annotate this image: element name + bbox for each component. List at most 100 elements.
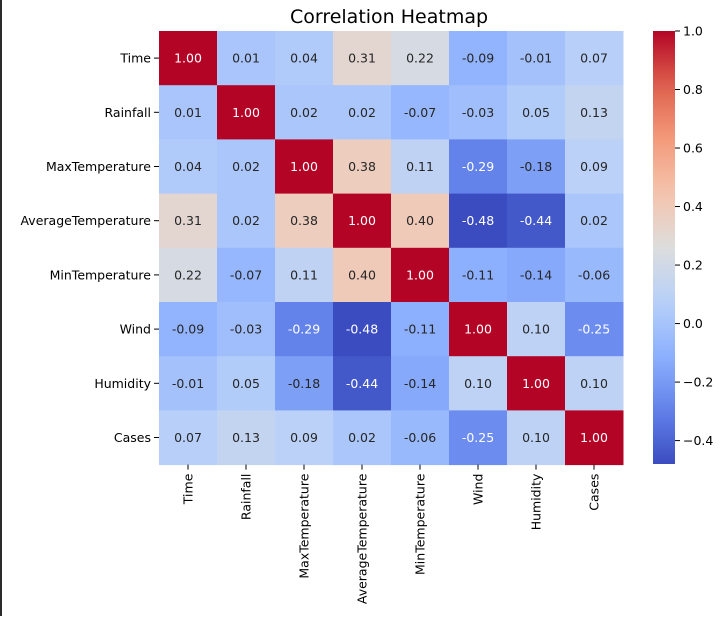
heatmap-cell: [333, 85, 392, 140]
column-tick-labels: Time Rainfall MaxTemperature AverageTempera…: [181, 464, 602, 604]
heatmap-cell-value: 0.09: [580, 159, 608, 174]
colorbar: 1.0 0.8 0.6 0.4 0.2 0.0 −0.2 −0.4: [653, 24, 713, 464]
column-tick-label: Time: [181, 473, 196, 505]
heatmap-cell: [449, 247, 508, 303]
colorbar-tick-label: 0.0: [683, 316, 703, 331]
heatmap-cell-value: -0.07: [404, 105, 436, 120]
heatmap-cell-value: -0.29: [288, 322, 320, 337]
heatmap-cell: [449, 31, 508, 86]
heatmap-cell-value: -0.06: [404, 430, 436, 445]
heatmap-cell-value: 1.00: [348, 213, 376, 228]
heatmap-cell: [217, 85, 276, 140]
heatmap-cell: [449, 85, 508, 140]
colorbar-tick-label: 0.8: [683, 82, 703, 97]
heatmap-cell-value: 0.31: [174, 213, 202, 228]
heatmap-cell-value: 0.02: [290, 105, 318, 120]
heatmap-cell-value: -0.01: [520, 51, 552, 66]
heatmap-cell-value: 0.09: [290, 430, 318, 445]
heatmap-cell-value: 0.02: [348, 105, 376, 120]
heatmap-cell: [333, 356, 392, 411]
heatmap-cell: [159, 85, 218, 140]
chart-title: Correlation Heatmap: [290, 6, 488, 28]
heatmap-cell-value: 1.00: [232, 105, 260, 120]
heatmap-cell-value: 0.07: [174, 430, 202, 445]
row-tick-label: Time: [119, 51, 151, 66]
row-tick-label: MaxTemperature: [46, 159, 151, 174]
heatmap-cell: [333, 302, 392, 357]
heatmap-cell: [333, 410, 392, 466]
heatmap-cell-value: 0.04: [174, 159, 202, 174]
heatmap-cell: [159, 247, 218, 303]
heatmap-cell: [275, 356, 334, 411]
heatmap-cell: [449, 139, 508, 195]
heatmap-cell-value: 0.02: [348, 430, 376, 445]
heatmap-cell-value: 0.02: [232, 213, 260, 228]
heatmap-cell-value: -0.48: [462, 213, 494, 228]
heatmap-cell-value: -0.09: [172, 322, 204, 337]
colorbar-tick-label: 0.6: [683, 141, 703, 156]
heatmap-cell-value: -0.07: [230, 267, 262, 282]
heatmap-cell-value: 0.02: [580, 213, 608, 228]
heatmap-cell-labels: 1.00 0.01 0.04 0.31 0.22 -0.09 -0.01 0.07 0.01 1.…: [172, 51, 610, 445]
heatmap-cell: [217, 247, 276, 303]
heatmap-cell: [507, 410, 566, 466]
heatmap-cell: [333, 139, 392, 195]
heatmap-cell: [449, 410, 508, 466]
heatmap-cell: [565, 410, 624, 466]
column-tick-label: Wind: [471, 474, 486, 505]
heatmap-cell: [565, 302, 624, 357]
heatmap-cell-value: 0.10: [522, 322, 550, 337]
heatmap-cell: [159, 302, 218, 357]
heatmap-cell-value: -0.18: [520, 159, 552, 174]
heatmap-cell: [159, 410, 218, 466]
heatmap-cell-value: 0.01: [174, 105, 202, 120]
heatmap-cell: [217, 356, 276, 411]
heatmap-cell-value: 1.00: [580, 430, 608, 445]
heatmap-cell-value: -0.11: [462, 267, 494, 282]
heatmap-cell: [275, 302, 334, 357]
heatmap-cell-value: 0.31: [348, 51, 376, 66]
heatmap-cell-value: 0.05: [522, 105, 550, 120]
heatmap-cell-value: 0.38: [348, 159, 376, 174]
heatmap-cell: [507, 247, 566, 303]
heatmap-cell: [217, 31, 276, 86]
heatmap-cell-value: 0.01: [232, 51, 260, 66]
heatmap-cell: [275, 31, 334, 86]
heatmap-cell-value: 0.40: [406, 213, 434, 228]
heatmap-cell-value: 1.00: [290, 159, 318, 174]
heatmap-cell-value: 0.10: [464, 376, 492, 391]
heatmap-cell-value: -0.11: [404, 322, 436, 337]
row-tick-label: Rainfall: [105, 105, 151, 120]
heatmap-cell: [391, 302, 450, 357]
heatmap-cell: [217, 139, 276, 195]
heatmap-cell-value: -0.09: [462, 51, 494, 66]
heatmap-cell-value: 1.00: [174, 51, 202, 66]
heatmap-cell-value: 0.40: [348, 267, 376, 282]
colorbar-tick-label: −0.4: [683, 433, 713, 448]
row-tick-label: MinTemperature: [50, 267, 152, 282]
heatmap-cell: [391, 356, 450, 411]
heatmap-cell-value: 0.10: [580, 376, 608, 391]
heatmap-cell: [275, 247, 334, 303]
heatmap-cell-value: 0.13: [232, 430, 260, 445]
heatmap-cell: [391, 193, 450, 249]
heatmap-cell-value: 0.02: [232, 159, 260, 174]
colorbar-tick-label: 0.2: [683, 258, 703, 273]
row-tick-label: AverageTemperature: [20, 213, 151, 228]
column-tick-label: MinTemperature: [413, 473, 428, 575]
heatmap-cell: [507, 356, 566, 411]
colorbar-tick-label: 0.4: [683, 199, 703, 214]
heatmap-cell: [391, 139, 450, 195]
heatmap-cell-value: 1.00: [464, 322, 492, 337]
row-tick-labels: Time Rainfall MaxTemperature AverageTempera…: [20, 51, 159, 445]
heatmap-cell: [449, 356, 508, 411]
heatmap-cell: [507, 139, 566, 195]
heatmap-cell: [391, 247, 450, 303]
heatmap-cell-value: -0.14: [404, 376, 436, 391]
heatmap-cell: [275, 410, 334, 466]
heatmap-cell: [159, 139, 218, 195]
heatmap-cell: [275, 85, 334, 140]
heatmap-cell-value: 0.22: [406, 51, 434, 66]
